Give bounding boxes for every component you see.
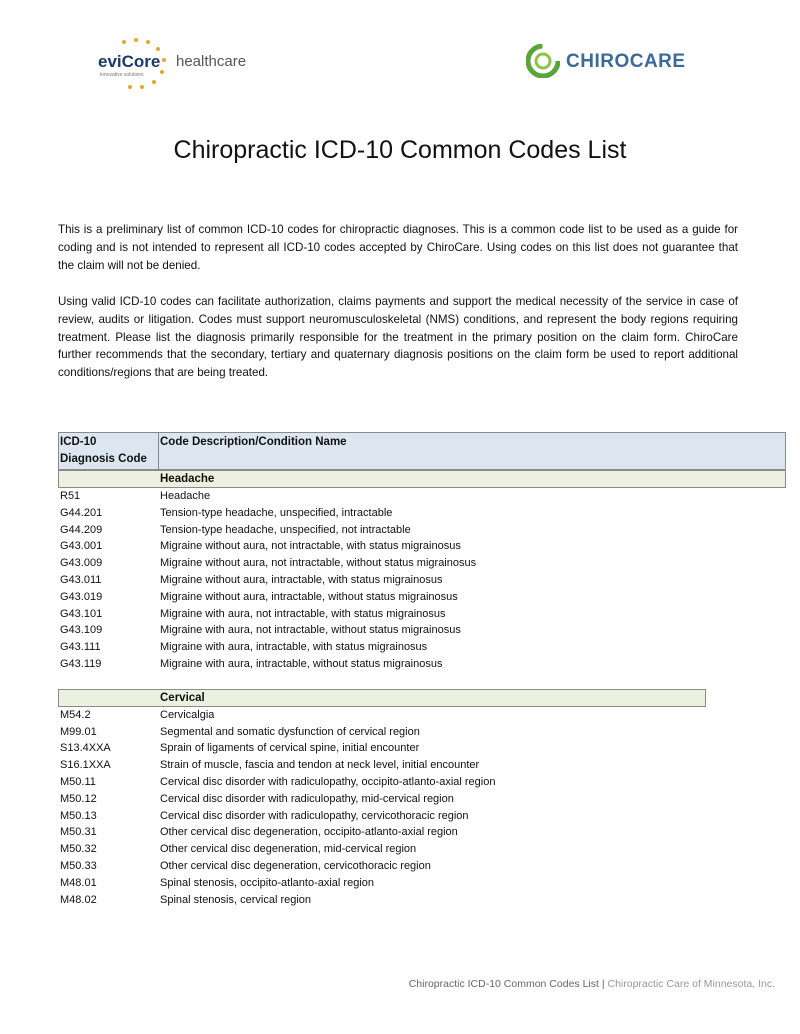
code-cell: M50.11: [60, 776, 96, 788]
paragraph: Using valid ICD-10 codes can facilitate …: [58, 295, 738, 380]
description-cell: Migraine with aura, intractable, with st…: [160, 641, 428, 654]
description-cell: Migraine without aura, not intractable, …: [160, 540, 461, 553]
section-title: Headache: [160, 473, 215, 485]
description-cell: Cervical disc disorder with radiculopath…: [160, 792, 454, 805]
description-cell: Sprain of ligaments of cervical spine, i…: [160, 742, 420, 755]
logo-tagline: innovative solutions: [100, 72, 144, 78]
code-cell: M50.12: [60, 792, 97, 805]
logo-suffix: healthcare: [176, 53, 247, 70]
code-cell: G43.019: [60, 590, 103, 603]
section-title: Cervical: [160, 691, 205, 704]
description-cell: Migraine with aura, not intractable, wit…: [160, 607, 446, 620]
code-cell: G43.009: [60, 557, 103, 570]
code-cell: M54.2: [60, 708, 91, 721]
code-cell: M50.32: [60, 843, 97, 856]
codes-table: ICD-10 Diagnosis Code Code Description/Co…: [58, 432, 786, 922]
title: Chiropractic ICD-10 Common Codes List: [173, 136, 627, 164]
description-cell: Tension-type headache, unspecified, not …: [160, 523, 411, 536]
description-cell: Other cervical disc degeneration, cervic…: [160, 860, 431, 872]
evicore-logo: eviCore healthcare innovative solutions: [96, 34, 264, 90]
code-cell: M50.13: [60, 809, 97, 822]
header-cell: Code Description/Condition Name: [160, 436, 347, 448]
description-cell: Spinal stenosis, cervical region: [160, 893, 312, 906]
logo-text: CHIROCARE: [566, 51, 686, 72]
code-cell: G43.101: [60, 607, 103, 620]
code-cell: G43.111: [60, 641, 101, 654]
description-cell: Migraine without aura, intractable, with…: [160, 574, 443, 586]
description-cell: Migraine with aura, not intractable, wit…: [160, 624, 461, 637]
code-cell: M99.01: [60, 725, 97, 738]
description-cell: Strain of muscle, fascia and tendon at n…: [160, 759, 480, 772]
code-cell: G43.001: [60, 540, 103, 553]
description-cell: Tension-type headache, unspecified, intr…: [160, 506, 393, 519]
description-cell: Migraine without aura, intractable, with…: [160, 590, 458, 603]
section-row: [58, 470, 786, 488]
header-cell: ICD-10 Diagnosis Code: [60, 436, 147, 465]
description-cell: Other cervical disc degeneration, mid-ce…: [160, 843, 417, 856]
description-cell: Migraine with aura, intractable, without…: [160, 658, 443, 670]
code-cell: S16.1XXA: [60, 759, 111, 772]
footer-right: Chiropractic Care of Minnesota, Inc.: [607, 978, 776, 990]
code-cell: M48.01: [60, 876, 97, 889]
code-cell: M50.33: [60, 860, 97, 872]
footer-left: Chiropractic ICD-10 Common Codes List: [408, 978, 599, 990]
logo-name: eviCore: [98, 52, 161, 71]
description-cell: Cervical disc disorder with radiculopath…: [160, 809, 469, 822]
description-cell: Other cervical disc degeneration, occipi…: [160, 826, 458, 839]
header-divider: [158, 432, 159, 470]
description-cell: Migraine without aura, not intractable, …: [160, 557, 477, 570]
footer-separator: |: [601, 978, 605, 990]
code-cell: R51: [60, 490, 81, 502]
description-cell: Spinal stenosis, occipito-atlanto-axial …: [160, 876, 375, 889]
description-cell: Segmental and somatic dysfunction of cer…: [160, 725, 420, 738]
chirocare-logo: CHIROCARE: [526, 44, 706, 80]
code-cell: G43.119: [60, 658, 102, 670]
code-cell: G44.201: [60, 506, 103, 519]
section-row: [58, 688, 706, 707]
description-cell: Cervical disc disorder with radiculopath…: [160, 776, 496, 788]
description-cell: Cervicalgia: [160, 708, 215, 721]
paragraph: This is a preliminary list of common ICD…: [58, 223, 738, 272]
code-cell: G43.011: [60, 574, 102, 586]
code-cell: M50.31: [60, 826, 97, 839]
logo-swirl: [526, 44, 560, 78]
header-row: [58, 432, 786, 470]
description-cell: Headache: [160, 490, 211, 502]
code-cell: G43.109: [60, 624, 103, 637]
code-cell: S13.4XXA: [60, 742, 111, 755]
footer: Chiropractic ICD-10 Common Codes List | …: [409, 978, 775, 990]
code-cell: M48.02: [60, 893, 97, 906]
logo-dots: [122, 38, 166, 89]
code-cell: G44.209: [60, 523, 103, 536]
